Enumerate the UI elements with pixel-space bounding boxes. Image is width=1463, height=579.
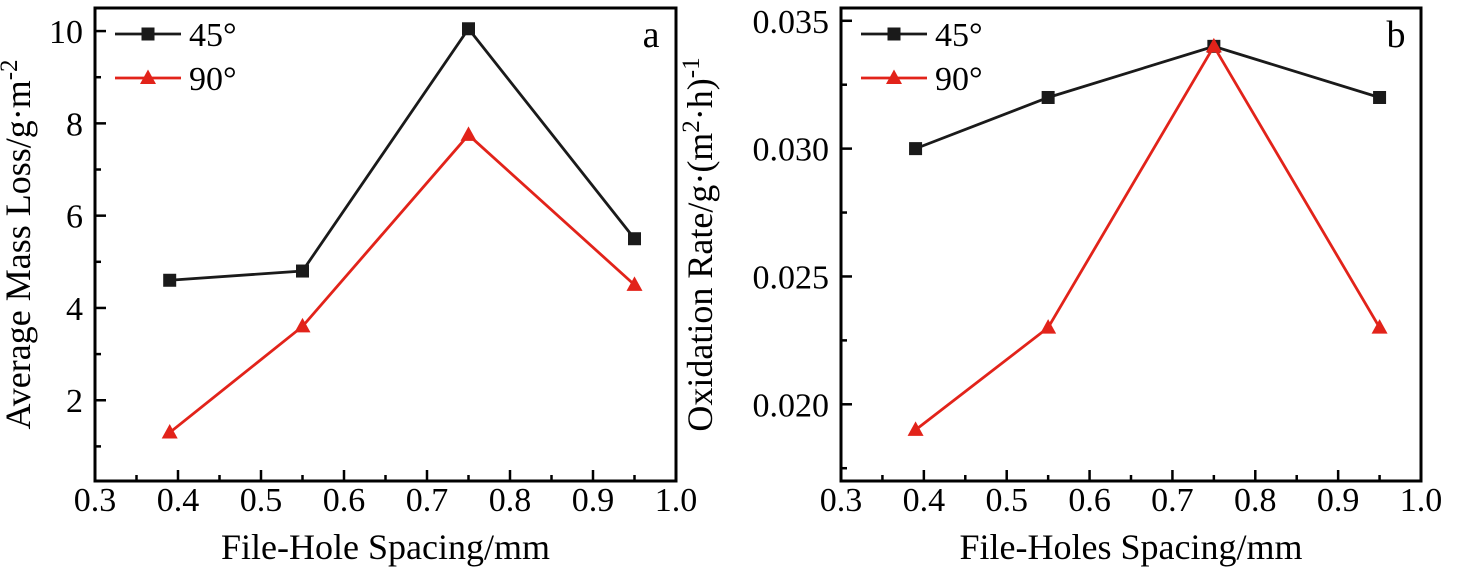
legend-label: 90°: [189, 61, 237, 98]
square-marker: [1373, 90, 1387, 104]
plot-frame: [839, 6, 1423, 483]
x-tick-label: 0.5: [985, 482, 1028, 519]
x-axis-title: File-Hole Spacing/mm: [221, 527, 550, 567]
series-45-deg: [163, 22, 641, 287]
square-marker: [462, 22, 475, 36]
square-marker: [296, 264, 309, 278]
triangle-marker-legend: [886, 69, 902, 84]
triangle-marker-legend: [140, 69, 156, 84]
square-marker: [628, 232, 641, 246]
triangle-marker: [907, 421, 924, 436]
x-tick-label: 0.5: [240, 482, 283, 519]
triangle-marker: [1371, 319, 1388, 334]
panel-letter: b: [1387, 14, 1406, 56]
series-45-deg: [909, 39, 1387, 156]
series-45-deg-line: [915, 44, 1380, 150]
triangle-marker: [626, 276, 643, 291]
triangle-marker: [1040, 319, 1057, 334]
triangle-marker: [1205, 37, 1222, 53]
square-marker: [1041, 90, 1055, 104]
triangle-marker: [460, 126, 477, 141]
y-tick-label: 0.020: [753, 387, 830, 424]
legend-label: 45°: [189, 17, 237, 54]
legend-label: 45°: [935, 17, 983, 54]
square-marker-legend: [141, 27, 155, 41]
x-tick-label: 0.4: [157, 482, 200, 519]
y-tick-label: 0.030: [753, 132, 830, 169]
square-marker-legend: [887, 27, 901, 41]
x-tick-label: 0.6: [1068, 482, 1111, 519]
y-tick-label: 2: [66, 383, 83, 420]
axes-ticks: [841, 19, 1381, 481]
legend: 45°90°: [115, 17, 237, 98]
panel-b: 0.3 0.4 0.5 0.6 0.7 0.8 0.9 1.0 0.020 0.025 0.030 0…: [678, 4, 1442, 567]
x-axis-title: File-Holes Spacing/mm: [960, 527, 1303, 567]
x-tick-label: 0.9: [572, 482, 615, 519]
x-tick-label: 1.0: [1400, 482, 1443, 519]
panel-letter: a: [643, 14, 660, 56]
y-tick-label: 10: [49, 14, 83, 51]
series-90-deg-line: [914, 43, 1381, 431]
y-tick-label: 8: [66, 106, 83, 143]
y-tick-label: 4: [66, 291, 83, 328]
x-tick-label: 0.4: [903, 482, 946, 519]
series-90-deg-line: [168, 132, 636, 434]
x-tick-label: 0.3: [820, 482, 863, 519]
square-marker: [163, 273, 177, 287]
legend: 45°90°: [861, 17, 983, 98]
y-axis-title: Oxidation Rate/g·(m2·h)-1: [678, 57, 720, 431]
square-marker: [909, 142, 923, 156]
x-tick-label: 1.0: [655, 482, 698, 519]
series-90-deg: [161, 126, 643, 439]
legend-label: 90°: [935, 61, 983, 98]
triangle-marker: [294, 317, 311, 333]
y-axis-title: Average Mass Loss/g·m-2: [0, 59, 38, 429]
y-tick-label: 6: [66, 199, 83, 236]
x-tick-label: 0.3: [74, 482, 117, 519]
x-tick-label: 0.8: [489, 482, 532, 519]
x-tick-label: 0.9: [1317, 482, 1360, 519]
x-tick-label: 0.6: [323, 482, 366, 519]
series-45-deg-line: [169, 26, 636, 282]
triangle-marker: [161, 424, 178, 439]
series-90-deg: [907, 37, 1388, 436]
axes-ticks: [95, 29, 636, 481]
x-tick-label: 0.7: [1151, 482, 1194, 519]
x-tick-label: 0.8: [1234, 482, 1277, 519]
panel-a: 0.3 0.4 0.5 0.6 0.7 0.8 0.9 1.0 2 4 6 8 10 File-Hole …: [0, 6, 698, 567]
y-tick-label: 0.025: [753, 259, 830, 296]
x-tick-label: 0.7: [406, 482, 449, 519]
y-tick-label: 0.035: [753, 4, 830, 41]
